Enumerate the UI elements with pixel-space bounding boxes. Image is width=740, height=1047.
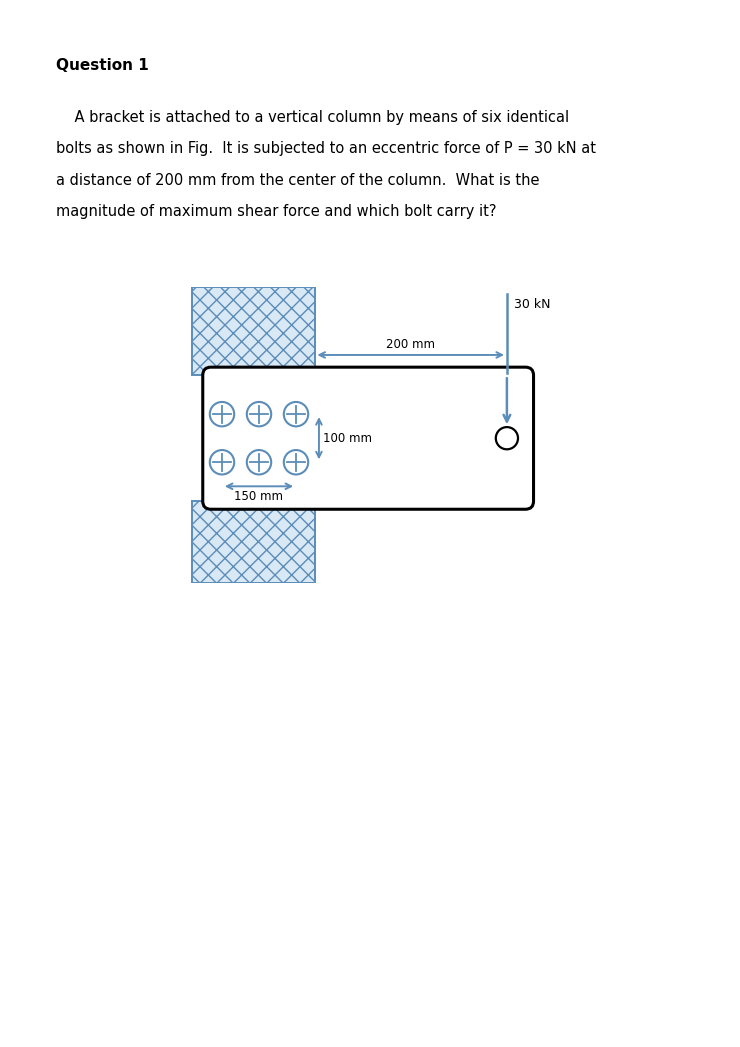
Text: Question 1: Question 1 xyxy=(56,58,148,72)
Text: magnitude of maximum shear force and which bolt carry it?: magnitude of maximum shear force and whi… xyxy=(56,204,496,219)
Text: 100 mm: 100 mm xyxy=(323,431,371,445)
Text: 200 mm: 200 mm xyxy=(386,337,435,351)
Text: 150 mm: 150 mm xyxy=(235,490,283,503)
Bar xyxy=(192,287,314,375)
FancyBboxPatch shape xyxy=(203,367,534,509)
Text: A bracket is attached to a vertical column by means of six identical: A bracket is attached to a vertical colu… xyxy=(56,110,568,125)
Text: a distance of 200 mm from the center of the column.  What is the: a distance of 200 mm from the center of … xyxy=(56,173,539,187)
Text: bolts as shown in Fig.  It is subjected to an eccentric force of P = 30 kN at: bolts as shown in Fig. It is subjected t… xyxy=(56,141,596,156)
Bar xyxy=(192,502,314,582)
Text: 30 kN: 30 kN xyxy=(514,297,550,311)
